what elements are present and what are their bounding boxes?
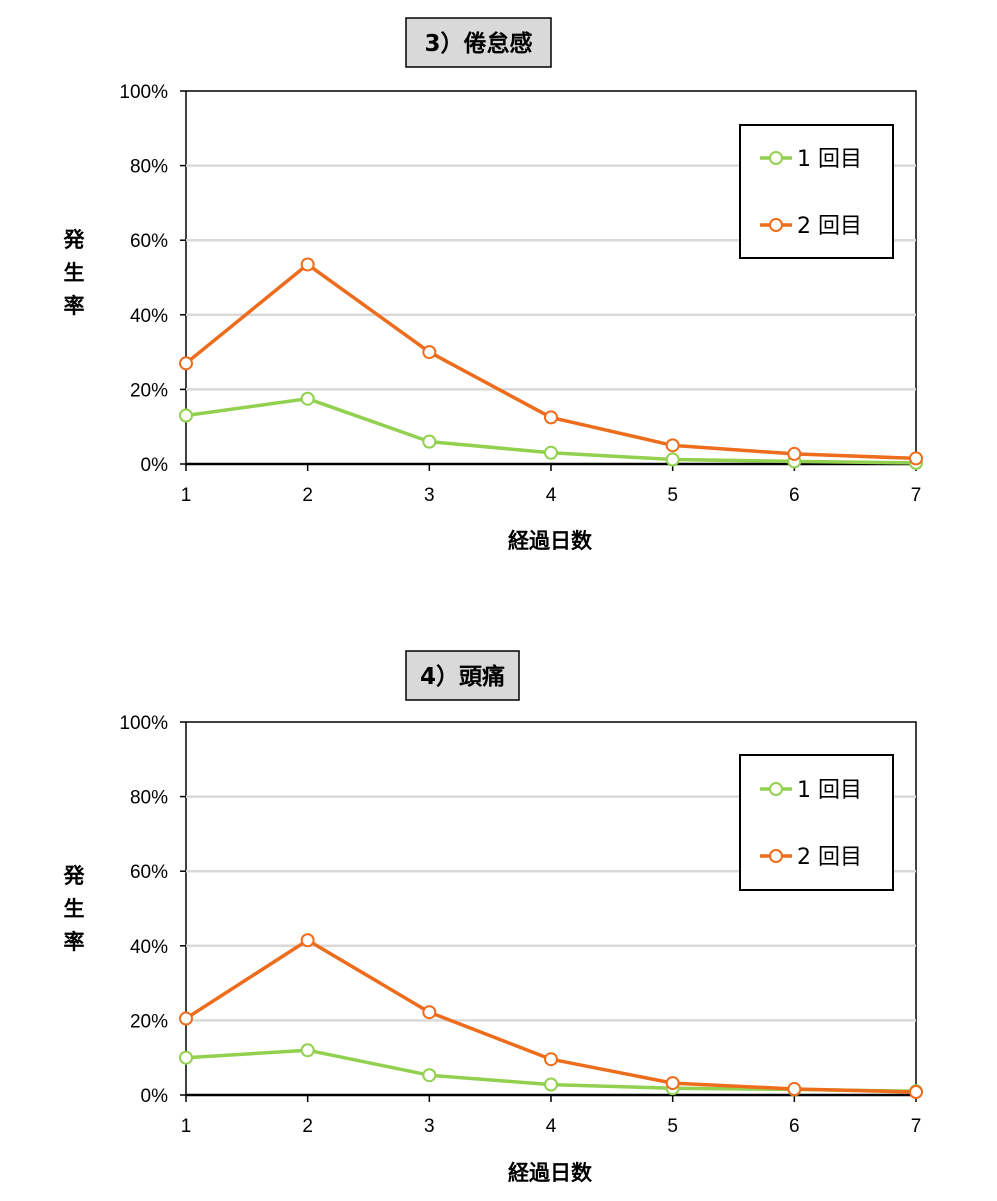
legend: 1 回目 2 回目 bbox=[739, 124, 894, 259]
y-tick-labels: 0% 20% 40% 60% 80% 100% bbox=[119, 82, 168, 476]
x-tick-label: 3 bbox=[424, 485, 435, 506]
y-tick-label: 40% bbox=[130, 937, 168, 958]
data-point-series-2 bbox=[665, 1076, 680, 1091]
chart-title-box bbox=[405, 650, 520, 701]
data-point-series-2 bbox=[179, 356, 193, 371]
legend-marker-2 bbox=[769, 849, 783, 863]
x-tick-label: 1 bbox=[181, 1116, 192, 1137]
x-tick-label: 7 bbox=[911, 485, 922, 506]
y-tick-label: 20% bbox=[130, 1011, 168, 1032]
data-point-series-1 bbox=[665, 452, 680, 467]
data-point-series-1 bbox=[422, 434, 437, 449]
y-axis-label-char: 率 bbox=[64, 294, 85, 318]
data-point-series-2 bbox=[179, 1011, 193, 1026]
x-tick-label: 3 bbox=[424, 1116, 435, 1137]
x-tick-label: 4 bbox=[546, 485, 557, 506]
x-axis-label: 経過日数 bbox=[508, 529, 593, 553]
x-tick-label: 6 bbox=[789, 485, 800, 506]
x-tick-labels: 1 2 3 4 5 6 7 bbox=[181, 1116, 922, 1137]
y-axis-label-char: 生 bbox=[64, 897, 85, 921]
y-tick-label: 20% bbox=[130, 380, 168, 401]
y-tick-label: 60% bbox=[130, 231, 168, 252]
data-point-series-1 bbox=[544, 1077, 558, 1092]
data-point-series-2 bbox=[787, 446, 802, 461]
data-point-series-2 bbox=[300, 933, 315, 948]
data-point-series-2 bbox=[422, 345, 437, 360]
y-tick-labels: 0% 20% 40% 60% 80% 100% bbox=[119, 713, 168, 1107]
x-tick-label: 2 bbox=[302, 485, 313, 506]
data-point-series-2 bbox=[422, 1005, 437, 1020]
x-tick-label: 1 bbox=[181, 485, 192, 506]
data-point-series-2 bbox=[787, 1082, 802, 1097]
y-tick-label: 0% bbox=[141, 1086, 169, 1107]
chart-title-box bbox=[405, 17, 552, 68]
legend-label-1: 1 回目 bbox=[797, 147, 862, 172]
data-point-series-1 bbox=[300, 1043, 315, 1058]
chart-fatigue: 3）倦怠感 0% 20% 40% 60% 80% 100% 1 2 3 4 5 6 7 発 生 率 経… bbox=[63, 17, 923, 553]
y-tick-label: 0% bbox=[141, 455, 169, 476]
data-point-series-1 bbox=[179, 1050, 193, 1065]
legend: 1 回目 2 回目 bbox=[739, 754, 894, 891]
y-axis-label-char: 発 bbox=[63, 228, 86, 252]
data-point-series-1 bbox=[422, 1068, 437, 1083]
y-tick-label: 100% bbox=[119, 82, 168, 103]
legend-marker-1 bbox=[769, 782, 783, 796]
legend-box bbox=[739, 124, 894, 259]
chart-title: 4）頭痛 bbox=[420, 663, 505, 690]
chart-title: 3）倦怠感 bbox=[424, 30, 532, 57]
series-group bbox=[179, 257, 923, 470]
data-point-series-1 bbox=[300, 391, 315, 406]
data-point-series-2 bbox=[909, 451, 923, 466]
data-point-series-1 bbox=[179, 408, 193, 423]
legend-label-2: 2 回目 bbox=[797, 845, 862, 870]
data-point-series-2 bbox=[544, 1052, 558, 1067]
legend-label-1: 1 回目 bbox=[797, 778, 862, 803]
legend-marker-1 bbox=[769, 151, 783, 165]
data-point-series-2 bbox=[544, 410, 558, 425]
data-point-series-1 bbox=[544, 445, 558, 460]
data-point-series-2 bbox=[909, 1085, 923, 1100]
legend-marker-2 bbox=[769, 218, 783, 232]
x-tick-label: 6 bbox=[789, 1116, 800, 1137]
y-axis-label-char: 発 bbox=[63, 864, 86, 888]
y-axis-label-char: 生 bbox=[64, 261, 85, 285]
y-tick-label: 80% bbox=[130, 788, 168, 809]
y-tick-label: 60% bbox=[130, 862, 168, 883]
series-group bbox=[179, 933, 923, 1100]
x-tick-label: 2 bbox=[302, 1116, 313, 1137]
x-tick-labels: 1 2 3 4 5 6 7 bbox=[181, 485, 922, 506]
x-tick-label: 5 bbox=[667, 1116, 678, 1137]
x-tick-label: 7 bbox=[911, 1116, 922, 1137]
y-axis-label-char: 率 bbox=[64, 930, 85, 954]
x-tick-label: 5 bbox=[667, 485, 678, 506]
data-point-series-2 bbox=[665, 438, 680, 453]
x-tick-label: 4 bbox=[546, 1116, 557, 1137]
y-tick-label: 40% bbox=[130, 306, 168, 327]
y-tick-label: 100% bbox=[119, 713, 168, 734]
x-axis-label: 経過日数 bbox=[508, 1161, 593, 1185]
legend-box bbox=[739, 754, 894, 891]
chart-headache: 4）頭痛 0% 20% 40% 60% 80% 100% 1 2 3 4 5 6 7 発 生 率 経過… bbox=[63, 650, 923, 1185]
legend-label-2: 2 回目 bbox=[797, 214, 862, 239]
y-tick-label: 80% bbox=[130, 157, 168, 178]
data-point-series-2 bbox=[300, 257, 315, 272]
